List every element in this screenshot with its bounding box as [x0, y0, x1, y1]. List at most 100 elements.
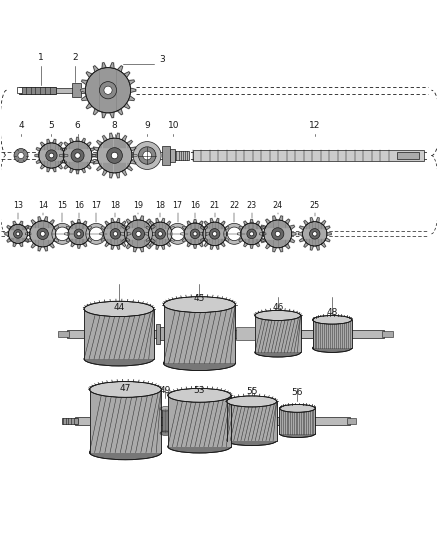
Polygon shape	[125, 238, 130, 241]
Circle shape	[148, 222, 172, 246]
Polygon shape	[70, 168, 74, 173]
Polygon shape	[134, 216, 137, 221]
Polygon shape	[130, 160, 136, 164]
Bar	[62, 417, 78, 424]
Polygon shape	[226, 232, 230, 235]
Ellipse shape	[84, 301, 154, 317]
Polygon shape	[83, 243, 87, 247]
Polygon shape	[146, 227, 150, 230]
Polygon shape	[166, 242, 171, 247]
Polygon shape	[76, 138, 79, 141]
Polygon shape	[81, 139, 85, 143]
Text: 12: 12	[309, 122, 321, 130]
Polygon shape	[64, 142, 69, 147]
Text: 14: 14	[38, 201, 48, 210]
Ellipse shape	[279, 405, 315, 413]
Circle shape	[241, 223, 262, 245]
Polygon shape	[262, 232, 266, 236]
Polygon shape	[200, 227, 205, 230]
Ellipse shape	[168, 389, 231, 402]
Circle shape	[113, 232, 118, 236]
Polygon shape	[199, 221, 203, 225]
Polygon shape	[124, 72, 130, 77]
Polygon shape	[27, 232, 31, 236]
Text: 17: 17	[173, 201, 183, 210]
Polygon shape	[71, 221, 75, 225]
Polygon shape	[325, 238, 330, 242]
Polygon shape	[200, 238, 205, 241]
Ellipse shape	[313, 316, 352, 324]
Polygon shape	[261, 225, 266, 229]
Text: 25: 25	[310, 201, 320, 210]
Circle shape	[110, 229, 120, 239]
Polygon shape	[316, 245, 319, 250]
Polygon shape	[101, 238, 106, 241]
Ellipse shape	[313, 344, 352, 352]
Polygon shape	[38, 217, 42, 222]
Polygon shape	[182, 226, 187, 230]
Text: 6: 6	[74, 122, 81, 130]
Polygon shape	[250, 245, 253, 248]
Polygon shape	[90, 232, 93, 236]
Polygon shape	[35, 154, 39, 157]
Circle shape	[97, 138, 132, 173]
Bar	[17, 87, 22, 93]
Polygon shape	[127, 219, 131, 224]
Polygon shape	[325, 226, 330, 230]
Polygon shape	[194, 220, 197, 223]
Polygon shape	[122, 221, 126, 225]
Polygon shape	[210, 219, 213, 223]
Polygon shape	[66, 226, 71, 230]
Circle shape	[104, 222, 127, 246]
Text: 15: 15	[57, 201, 67, 210]
Circle shape	[171, 227, 184, 240]
Polygon shape	[81, 96, 88, 101]
Circle shape	[16, 232, 20, 236]
Text: 19: 19	[134, 201, 144, 210]
Circle shape	[155, 229, 166, 239]
Text: 18: 18	[110, 201, 120, 210]
Circle shape	[104, 86, 112, 94]
Polygon shape	[110, 133, 113, 139]
Polygon shape	[187, 243, 191, 247]
Polygon shape	[116, 172, 119, 178]
Bar	[75, 417, 350, 425]
Polygon shape	[244, 221, 247, 225]
Polygon shape	[170, 238, 175, 241]
Circle shape	[124, 220, 152, 248]
Polygon shape	[86, 103, 92, 109]
Polygon shape	[36, 159, 41, 164]
Polygon shape	[204, 238, 208, 242]
Circle shape	[74, 229, 84, 239]
Bar	[168, 395, 231, 447]
Text: 17: 17	[91, 201, 101, 210]
Polygon shape	[140, 247, 143, 252]
Polygon shape	[25, 225, 29, 230]
Polygon shape	[66, 238, 71, 242]
Polygon shape	[25, 238, 29, 242]
Text: 22: 22	[229, 201, 239, 210]
Polygon shape	[206, 232, 209, 236]
Polygon shape	[13, 221, 17, 225]
Polygon shape	[150, 225, 155, 229]
Polygon shape	[145, 232, 148, 235]
Polygon shape	[279, 247, 283, 252]
Bar	[170, 149, 176, 163]
Circle shape	[107, 148, 122, 163]
Polygon shape	[285, 219, 290, 224]
Polygon shape	[266, 244, 271, 249]
Polygon shape	[225, 238, 229, 241]
Polygon shape	[86, 72, 92, 77]
Bar	[162, 146, 170, 165]
Polygon shape	[210, 245, 213, 249]
Polygon shape	[102, 169, 107, 175]
Polygon shape	[110, 172, 113, 178]
Polygon shape	[199, 232, 203, 235]
Ellipse shape	[84, 352, 154, 366]
Circle shape	[30, 221, 56, 247]
Circle shape	[275, 231, 280, 237]
Polygon shape	[44, 246, 47, 251]
Polygon shape	[266, 219, 271, 224]
Circle shape	[37, 228, 48, 239]
Polygon shape	[140, 216, 143, 221]
